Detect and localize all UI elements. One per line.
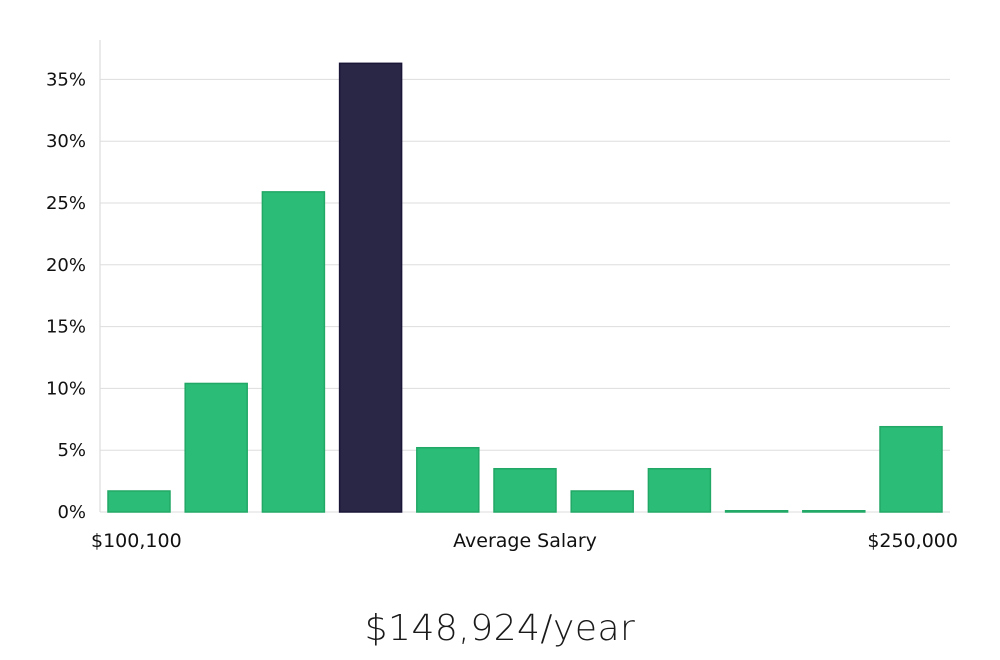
bars — [107, 62, 943, 513]
y-tick-label: 0% — [57, 502, 86, 523]
bar — [184, 382, 248, 513]
y-tick-label: 10% — [46, 378, 86, 399]
bar-highlighted — [338, 62, 403, 513]
x-max-label: $250,000 — [867, 530, 958, 552]
bar — [261, 191, 326, 513]
bar — [647, 467, 712, 513]
bar — [570, 490, 634, 513]
average-salary-headline: $148,924/year — [364, 608, 636, 649]
y-tick-label: 5% — [57, 440, 86, 461]
y-tick-label: 15% — [46, 317, 86, 338]
y-tick-label: 35% — [46, 69, 86, 90]
y-tick-label: 25% — [46, 193, 86, 214]
bar — [802, 510, 866, 513]
salary-histogram: 0% 5% 10% 15% 20% 25% 30% 35% $100,100 Average … — [46, 40, 958, 552]
bar — [416, 446, 480, 513]
bar — [107, 490, 171, 513]
y-tick-label: 20% — [46, 255, 86, 276]
x-axis-title: Average Salary — [453, 530, 597, 552]
y-tick-label: 30% — [46, 131, 86, 152]
y-axis-ticks: 0% 5% 10% 15% 20% 25% 30% 35% — [46, 69, 86, 523]
bar — [493, 467, 557, 513]
bar — [879, 425, 943, 513]
x-min-label: $100,100 — [91, 530, 182, 552]
bar — [724, 510, 789, 513]
